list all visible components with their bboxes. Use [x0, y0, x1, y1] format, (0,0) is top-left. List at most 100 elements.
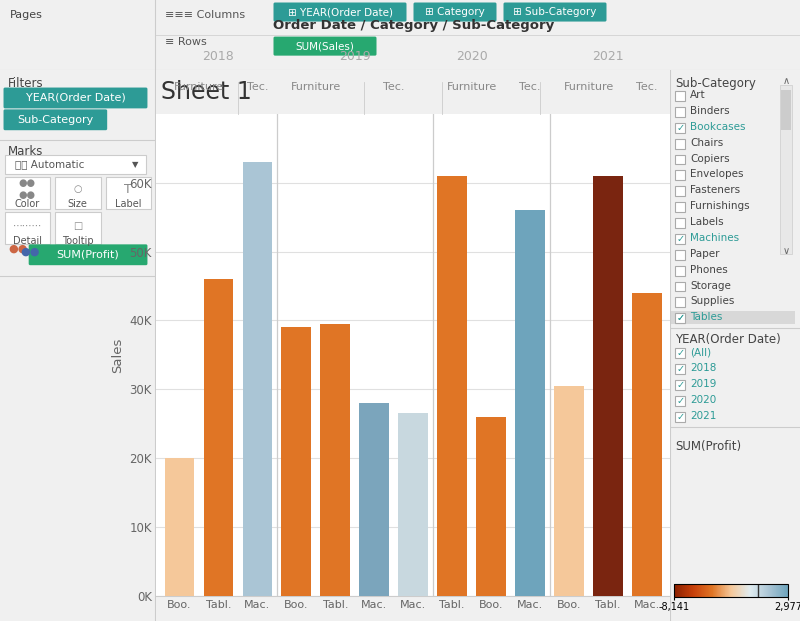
- Text: T: T: [124, 183, 132, 196]
- Bar: [675, 281, 686, 291]
- Text: Furniture: Furniture: [174, 82, 224, 92]
- Bar: [675, 107, 686, 117]
- FancyBboxPatch shape: [29, 244, 147, 265]
- Text: 2018: 2018: [202, 50, 234, 63]
- Text: Furniture: Furniture: [563, 82, 614, 92]
- Bar: [359, 403, 389, 596]
- Text: 2021: 2021: [592, 50, 624, 63]
- Bar: [282, 327, 311, 596]
- Bar: [675, 396, 686, 406]
- Bar: [675, 91, 686, 101]
- Text: ≡ Rows: ≡ Rows: [165, 37, 206, 47]
- Bar: [675, 348, 686, 358]
- Text: Art: Art: [690, 90, 706, 100]
- Bar: [675, 218, 686, 228]
- Text: 2018: 2018: [690, 363, 717, 373]
- Bar: [594, 176, 623, 596]
- Bar: [515, 210, 545, 596]
- Text: ✓: ✓: [676, 313, 685, 324]
- Bar: [780, 85, 792, 254]
- Bar: [554, 386, 584, 596]
- Text: Tec.: Tec.: [636, 82, 658, 92]
- Text: ⦀⦀ Automatic: ⦀⦀ Automatic: [15, 160, 85, 170]
- Bar: [106, 178, 151, 209]
- Bar: [675, 170, 686, 180]
- Bar: [675, 412, 686, 422]
- Bar: [675, 250, 686, 260]
- Text: Binders: Binders: [690, 106, 730, 116]
- Bar: [55, 212, 101, 244]
- Text: Copiers: Copiers: [690, 153, 730, 163]
- Text: Color: Color: [14, 199, 40, 209]
- Text: Phones: Phones: [690, 265, 728, 274]
- Text: ✓: ✓: [676, 396, 685, 406]
- FancyBboxPatch shape: [414, 2, 497, 22]
- Text: SUM(Profit): SUM(Profit): [675, 440, 742, 453]
- Y-axis label: Sales: Sales: [110, 337, 124, 373]
- Bar: [242, 162, 272, 596]
- Text: ✓: ✓: [676, 412, 685, 422]
- Text: Fasteners: Fasteners: [690, 185, 741, 195]
- Text: Tables: Tables: [690, 312, 722, 322]
- Text: Furniture: Furniture: [290, 82, 341, 92]
- Text: 2019: 2019: [339, 50, 370, 63]
- Bar: [438, 176, 467, 596]
- Text: 2019: 2019: [690, 379, 717, 389]
- Text: Tec.: Tec.: [519, 82, 541, 92]
- Text: Furnishings: Furnishings: [690, 201, 750, 211]
- Text: Supplies: Supplies: [690, 296, 734, 306]
- Text: YEAR(Order Date): YEAR(Order Date): [26, 93, 126, 103]
- Text: ●●
●●: ●● ●●: [18, 178, 36, 200]
- Bar: [675, 202, 686, 212]
- Bar: [781, 90, 791, 130]
- Bar: [675, 380, 686, 390]
- Text: Bookcases: Bookcases: [690, 122, 746, 132]
- Bar: [55, 178, 101, 209]
- Text: Detail: Detail: [13, 236, 42, 246]
- Text: ●●: ●●: [8, 244, 27, 254]
- Text: Envelopes: Envelopes: [690, 170, 744, 179]
- Bar: [675, 234, 686, 244]
- Text: Label: Label: [114, 199, 141, 209]
- Text: (All): (All): [690, 347, 711, 357]
- FancyBboxPatch shape: [503, 2, 606, 22]
- Text: Machines: Machines: [690, 233, 739, 243]
- Text: ○: ○: [74, 184, 82, 194]
- Text: Size: Size: [67, 199, 87, 209]
- Text: YEAR(Order Date): YEAR(Order Date): [675, 333, 781, 346]
- Bar: [398, 414, 428, 596]
- Text: Chairs: Chairs: [690, 138, 723, 148]
- Text: Sub-Category: Sub-Category: [675, 77, 756, 90]
- Text: Filters: Filters: [8, 77, 44, 90]
- Text: ✓: ✓: [676, 380, 685, 390]
- Text: Tooltip: Tooltip: [62, 236, 94, 246]
- Text: Paper: Paper: [690, 249, 720, 259]
- Text: SUM(Sales): SUM(Sales): [295, 41, 354, 51]
- Bar: [5, 178, 50, 209]
- Bar: [675, 314, 686, 324]
- Bar: [675, 155, 686, 165]
- Text: ∧: ∧: [782, 76, 790, 86]
- Text: ●●: ●●: [20, 247, 40, 257]
- Text: ⋯⋯⋯: ⋯⋯⋯: [13, 221, 42, 231]
- Bar: [675, 123, 686, 133]
- Text: ⊞ Sub-Category: ⊞ Sub-Category: [514, 7, 597, 17]
- Bar: [203, 279, 233, 596]
- Text: ≡≡≡ Columns: ≡≡≡ Columns: [165, 10, 245, 20]
- Text: Sheet 1: Sheet 1: [161, 80, 252, 104]
- Bar: [675, 297, 686, 307]
- Text: ✓: ✓: [676, 348, 685, 358]
- Text: Labels: Labels: [690, 217, 724, 227]
- Text: 2020: 2020: [456, 50, 487, 63]
- Text: ∨: ∨: [782, 246, 790, 256]
- Text: ✓: ✓: [676, 234, 685, 244]
- Text: Furniture: Furniture: [446, 82, 497, 92]
- Text: ✓: ✓: [676, 313, 685, 324]
- FancyBboxPatch shape: [274, 37, 377, 56]
- Text: □: □: [73, 221, 82, 231]
- Text: ⊞ Category: ⊞ Category: [425, 7, 485, 17]
- Bar: [476, 417, 506, 596]
- Text: 2021: 2021: [690, 410, 717, 420]
- Text: Tec.: Tec.: [383, 82, 405, 92]
- Text: Pages: Pages: [10, 10, 43, 20]
